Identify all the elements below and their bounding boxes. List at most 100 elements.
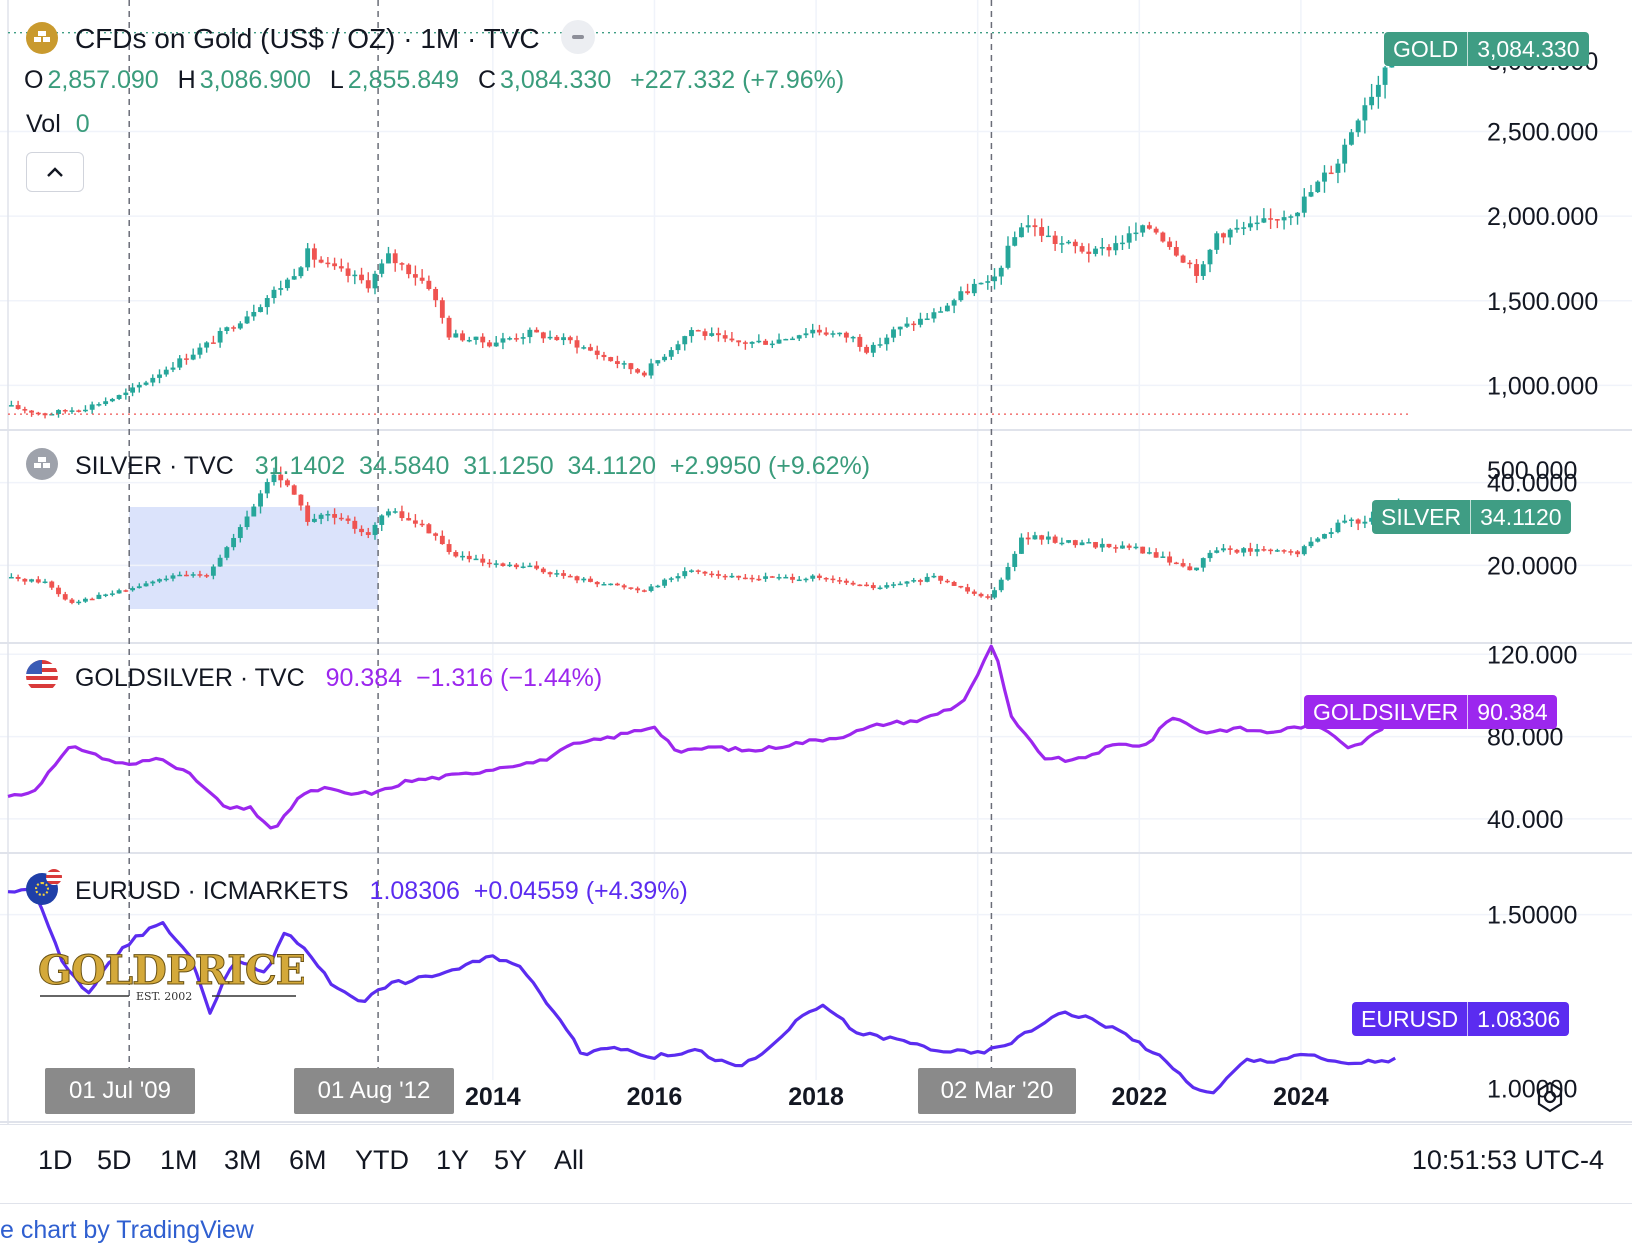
candle-body — [776, 577, 782, 579]
candle-body — [493, 342, 499, 347]
candle-body — [1288, 551, 1294, 553]
candle-body — [742, 577, 748, 580]
range-1y-button[interactable]: 1Y — [436, 1145, 470, 1175]
candle-body — [648, 363, 654, 376]
range-ytd-button[interactable]: YTD — [355, 1145, 409, 1175]
candle-body — [109, 398, 115, 402]
candle-body — [466, 555, 472, 560]
candle-body — [96, 404, 102, 406]
ohlc-change: +227.332 (+7.96%) — [630, 66, 845, 94]
candle-body — [978, 593, 984, 597]
candle-body — [311, 518, 317, 522]
candle-body — [540, 568, 546, 573]
candle-body — [352, 520, 358, 529]
candle-body — [1241, 548, 1247, 553]
candle-body — [251, 311, 257, 317]
candle-body — [379, 515, 385, 525]
candle-body — [359, 528, 364, 533]
range-1m-button[interactable]: 1M — [160, 1145, 198, 1175]
candle-body — [1355, 519, 1361, 524]
candle-body — [305, 505, 311, 522]
candle-body — [722, 575, 728, 578]
candle-body — [1335, 522, 1341, 533]
candle-body — [1342, 520, 1348, 523]
range-5d-button[interactable]: 5D — [97, 1145, 132, 1175]
candle-body — [157, 374, 162, 378]
tradingview-attribution[interactable]: e chart by TradingView — [0, 1216, 254, 1244]
candle-body — [729, 575, 735, 578]
candle-body — [22, 578, 28, 582]
candle-body — [796, 579, 802, 582]
chart-canvas[interactable]: 500.000 1,000.000 1,500.000 2,000.000 2,500.… — [0, 0, 1632, 1124]
candle-body — [1140, 546, 1146, 554]
settings-gear-icon[interactable] — [1533, 1080, 1567, 1114]
candle-body — [561, 573, 566, 576]
candle-body — [480, 558, 486, 563]
collapse-legend-button[interactable] — [26, 152, 84, 192]
candle-body — [1113, 547, 1119, 549]
range-3m-button[interactable]: 3M — [224, 1145, 262, 1175]
candle-body — [682, 336, 688, 345]
goldprice-logo: GOLDPRICE EST. 2002 — [34, 940, 307, 1004]
candle-body — [911, 580, 917, 582]
candle-body — [190, 574, 196, 576]
candle-body — [1261, 549, 1267, 551]
candle-body — [938, 311, 944, 313]
candle-body — [163, 578, 169, 581]
candle-body — [1039, 535, 1045, 540]
candle-body — [588, 578, 593, 582]
chevron-up-icon — [47, 167, 63, 177]
silver-legend[interactable]: SILVER · TVC 31.1402 34.5840 31.1250 34.… — [26, 448, 870, 481]
candle-body — [1167, 556, 1173, 563]
candle-body — [897, 583, 903, 586]
candle-body — [1214, 550, 1220, 553]
candle-body — [608, 357, 614, 362]
candle-body — [1375, 84, 1381, 97]
candle-body — [1140, 225, 1146, 233]
candle-body — [965, 291, 971, 294]
ohlc-open-label: O — [24, 66, 44, 94]
range-6m-button[interactable]: 6M — [289, 1145, 327, 1175]
price-axis[interactable]: 500.000 1,000.000 1,500.000 2,000.000 2,500.… — [1487, 48, 1598, 1103]
candle-body — [628, 587, 634, 589]
candle-body — [513, 338, 519, 340]
candle-body — [796, 335, 802, 339]
candle-body — [574, 340, 580, 348]
candle-body — [89, 598, 95, 601]
eurusd-legend[interactable]: EURUSD · ICMARKETS 1.08306 +0.04559 (+4.… — [26, 869, 688, 906]
time-axis[interactable]: 2014 2016 2018 2022 2024 — [465, 1083, 1329, 1111]
candle-body — [123, 392, 129, 396]
candle-body — [143, 382, 149, 385]
candle-body — [1187, 566, 1193, 571]
candle-body — [702, 331, 708, 336]
silver-candles — [8, 466, 1401, 605]
candle-body — [197, 574, 203, 576]
crosshair-date-3: 02 Mar '20 — [918, 1068, 1076, 1114]
range-5y-button[interactable]: 5Y — [494, 1145, 528, 1175]
candle-body — [291, 276, 297, 280]
range-1d-button[interactable]: 1D — [38, 1145, 73, 1175]
candle-body — [399, 263, 405, 265]
candle-body — [1066, 241, 1072, 244]
candle-body — [1032, 535, 1038, 540]
candle-body — [1234, 549, 1240, 553]
candle-body — [931, 575, 937, 578]
candle-body — [621, 585, 627, 588]
ohlc-close-label: C — [477, 66, 496, 94]
goldsilver-legend[interactable]: GOLDSILVER · TVC 90.384 −1.316 (−1.44%) — [26, 660, 602, 693]
candle-body — [601, 354, 607, 358]
candle-body — [1180, 255, 1186, 263]
goldsilver-label-value: 90.384 — [1477, 699, 1548, 725]
candle-body — [433, 533, 439, 536]
candle-body — [904, 581, 910, 584]
gold-legend[interactable]: CFDs on Gold (US$ / OZ) · 1M · TVC — [26, 20, 595, 55]
candle-body — [89, 404, 95, 410]
candle-body — [1308, 541, 1314, 547]
axis-tick-label: 1.00000 — [1487, 1075, 1577, 1103]
candle-body — [1052, 536, 1058, 543]
more-options-icon[interactable] — [560, 20, 595, 54]
range-all-button[interactable]: All — [554, 1145, 585, 1175]
candle-body — [15, 576, 21, 579]
candle-body — [1200, 558, 1206, 568]
timezone-clock[interactable]: 10:51:53 UTC-4 — [1411, 1145, 1604, 1175]
